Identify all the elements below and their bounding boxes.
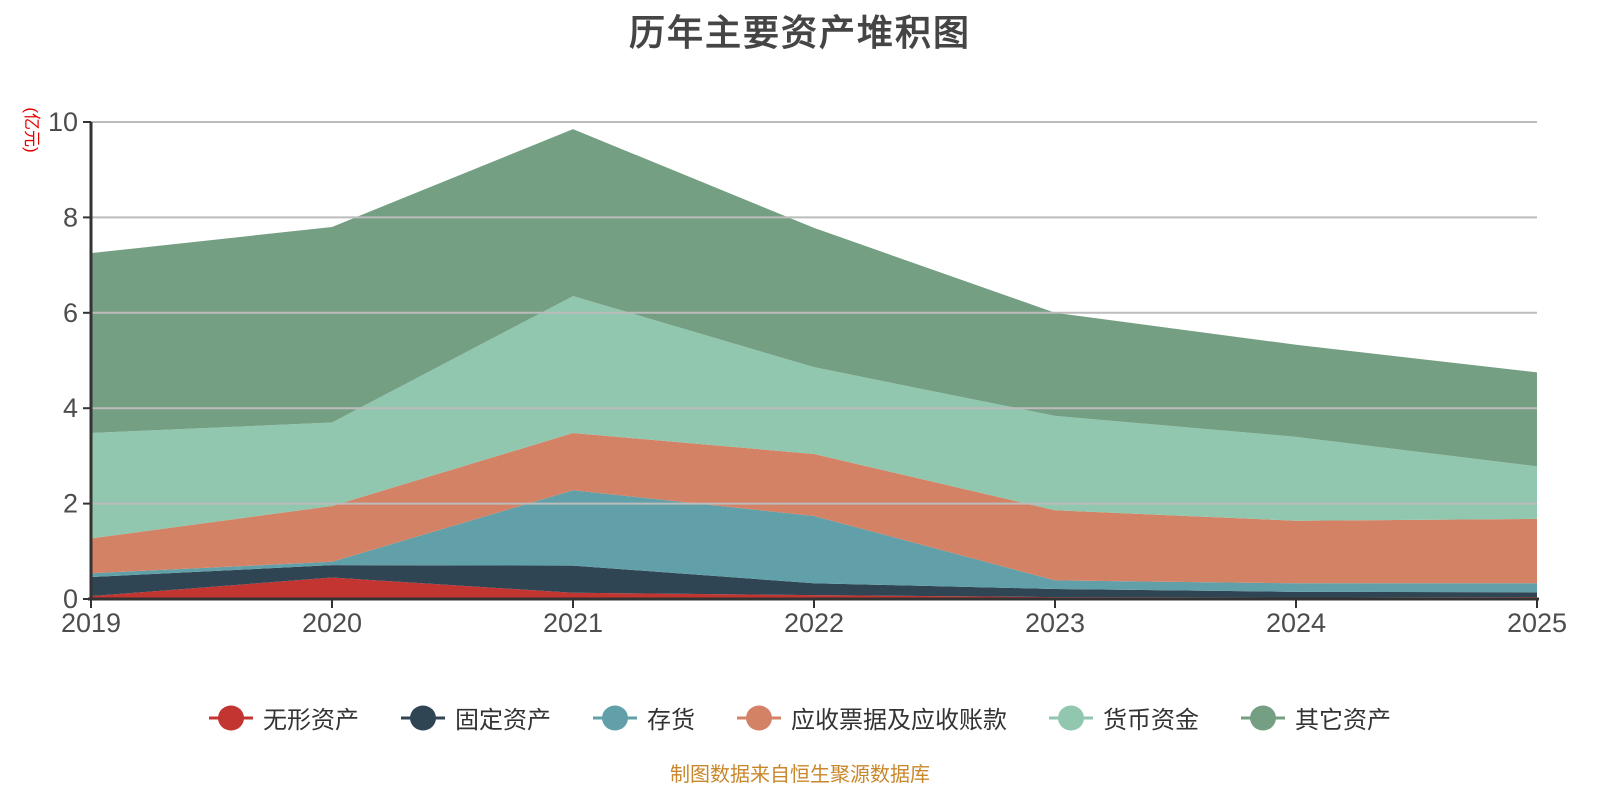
legend-marker-icon <box>401 705 445 730</box>
legend: 无形资产 固定资产 存货 应收票据及应收账款 货币资金 其它资产 <box>0 700 1600 735</box>
area-series-2 <box>91 490 1537 593</box>
x-axis-tick-label: 2024 <box>1266 608 1326 638</box>
y-axis-tick-label: 0 <box>63 584 78 614</box>
legend-label: 固定资产 <box>455 707 551 734</box>
legend-label: 无形资产 <box>263 707 359 734</box>
x-axis-tick-label: 2020 <box>302 608 362 638</box>
x-axis-tick-label: 2025 <box>1507 608 1567 638</box>
legend-label: 货币资金 <box>1103 707 1199 734</box>
legend-label: 存货 <box>647 707 695 734</box>
legend-item-4[interactable]: 货币资金 <box>1049 700 1199 735</box>
y-axis-tick-label: 8 <box>63 202 78 232</box>
legend-item-3[interactable]: 应收票据及应收账款 <box>737 700 1007 735</box>
legend-item-5[interactable]: 其它资产 <box>1241 700 1391 735</box>
area-series-5 <box>91 129 1537 467</box>
x-axis-tick-label: 2022 <box>784 608 844 638</box>
legend-marker-icon <box>1241 705 1285 730</box>
y-axis-tick-label: 10 <box>48 107 78 137</box>
legend-marker-icon <box>737 705 781 730</box>
legend-item-1[interactable]: 固定资产 <box>401 700 551 735</box>
y-axis-tick-label: 6 <box>63 298 78 328</box>
x-axis-tick-label: 2021 <box>543 608 603 638</box>
legend-label: 其它资产 <box>1295 707 1391 734</box>
x-axis-tick-label: 2019 <box>61 608 121 638</box>
x-axis-tick-label: 2023 <box>1025 608 1085 638</box>
source-note: 制图数据来自恒生聚源数据库 <box>670 764 930 786</box>
plot-area[interactable]: 0 2 4 6 8 10 2019 2020 2021 2022 2023 2024 2025 <box>0 0 1600 660</box>
area-series-0 <box>91 577 1537 599</box>
area-series-4 <box>91 296 1537 539</box>
legend-label: 应收票据及应收账款 <box>791 707 1007 734</box>
area-series-1 <box>91 565 1537 598</box>
legend-item-0[interactable]: 无形资产 <box>209 700 359 735</box>
area-series-3 <box>91 433 1537 584</box>
legend-marker-icon <box>209 705 253 730</box>
y-axis-tick-label: 2 <box>63 489 78 519</box>
chart-title: 历年主要资产堆积图 <box>628 12 971 53</box>
legend-marker-icon <box>1049 705 1093 730</box>
y-axis-tick-label: 4 <box>63 393 78 423</box>
legend-marker-icon <box>593 705 637 730</box>
legend-item-2[interactable]: 存货 <box>593 700 695 735</box>
